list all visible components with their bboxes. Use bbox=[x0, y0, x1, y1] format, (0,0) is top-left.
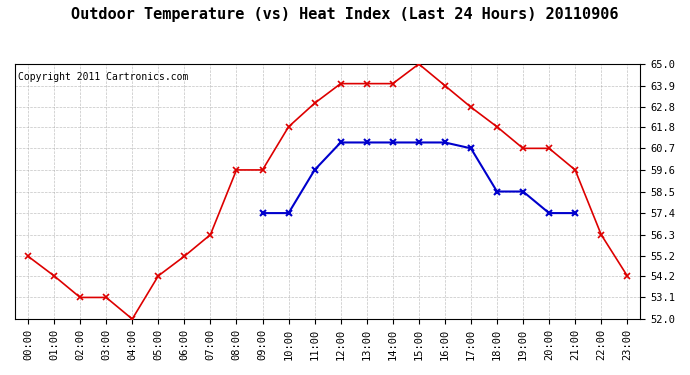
Text: Outdoor Temperature (vs) Heat Index (Last 24 Hours) 20110906: Outdoor Temperature (vs) Heat Index (Las… bbox=[71, 8, 619, 22]
Text: Copyright 2011 Cartronics.com: Copyright 2011 Cartronics.com bbox=[18, 72, 188, 82]
